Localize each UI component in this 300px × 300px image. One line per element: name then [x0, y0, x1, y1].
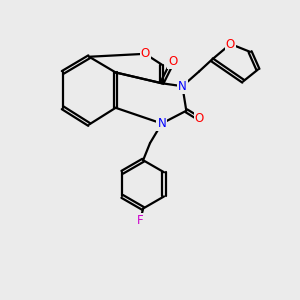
- Text: O: O: [226, 38, 235, 50]
- Text: O: O: [140, 47, 150, 60]
- Text: F: F: [137, 214, 143, 227]
- Text: O: O: [194, 112, 204, 125]
- Text: N: N: [158, 117, 166, 130]
- Text: N: N: [178, 80, 187, 93]
- Text: O: O: [168, 55, 177, 68]
